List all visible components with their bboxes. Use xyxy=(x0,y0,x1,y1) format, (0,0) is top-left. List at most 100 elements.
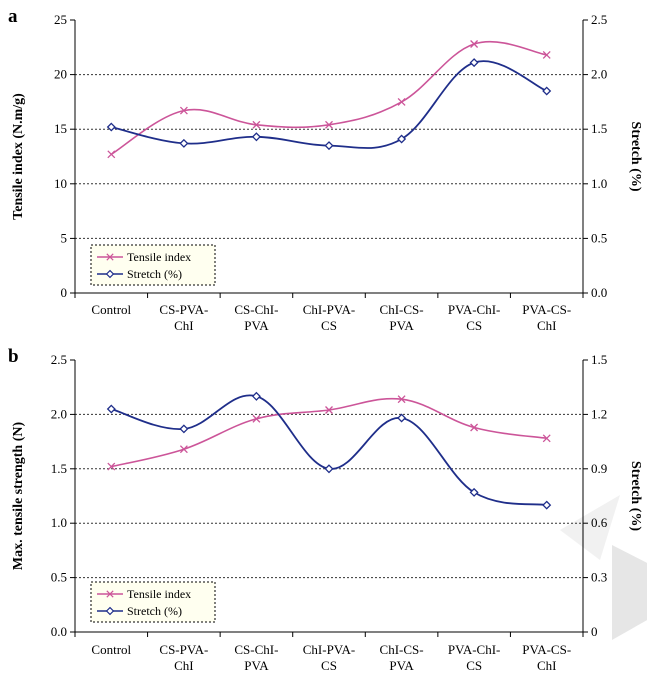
data-point-diamond-marker xyxy=(251,132,261,142)
y-tick-label-left: 1.5 xyxy=(51,461,67,476)
legend-box xyxy=(90,581,216,623)
data-point-diamond-marker xyxy=(106,122,116,132)
series-line-primary xyxy=(110,40,547,155)
marker-stroke xyxy=(542,434,551,443)
data-point-diamond-marker xyxy=(179,138,189,148)
data-point-x-marker xyxy=(397,395,406,404)
chart-panel-a: a 0 5 10 15 20 25 0.0 0.5 1.0 1.5 2.0 2.5 Control CS-P… xyxy=(8,6,643,333)
y-tick-label-left: 2.0 xyxy=(51,406,67,421)
y-tick-label-right: 1.2 xyxy=(591,406,607,421)
x-tick-label: ChI-PVA- xyxy=(303,642,356,657)
y-tick-label-right: 0.5 xyxy=(591,230,607,245)
y-axis-title-left: Max. tensile strength (N) xyxy=(11,422,26,571)
x-tick-label: CS-PVA- xyxy=(159,642,208,657)
marker-stroke xyxy=(470,423,479,432)
legend-marker xyxy=(105,606,115,616)
data-point-x-marker xyxy=(470,423,479,432)
marker-stroke xyxy=(252,414,261,423)
x-tick-label: ChI xyxy=(174,318,194,333)
marker-stroke xyxy=(470,40,479,48)
data-point-x-marker xyxy=(107,150,116,159)
marker-stroke xyxy=(179,106,188,115)
y-tick-label-left: 5 xyxy=(61,230,68,245)
legend-marker xyxy=(106,590,114,598)
x-tick-label: PVA-ChI- xyxy=(448,642,501,657)
data-point-diamond-marker xyxy=(251,391,261,401)
data-point-diamond-marker xyxy=(324,141,334,151)
x-tick-label: ChI xyxy=(174,658,194,673)
legend-label: Tensile index xyxy=(127,250,191,264)
legend-marker xyxy=(105,269,115,279)
x-tick-label: PVA xyxy=(244,658,269,673)
data-point-diamond-marker xyxy=(397,134,407,144)
x-tick-label: CS xyxy=(321,318,337,333)
y-tick-label-right: 0 xyxy=(591,624,598,639)
data-point-x-marker xyxy=(325,406,333,414)
x-tick-label: CS xyxy=(466,658,482,673)
x-tick-label: CS xyxy=(466,318,482,333)
y-tick-label-right: 0.6 xyxy=(591,515,608,530)
x-tick-label: PVA xyxy=(244,318,269,333)
series-line-stretch xyxy=(111,394,547,506)
watermark xyxy=(560,495,647,640)
x-tick-label: CS-ChI- xyxy=(234,642,278,657)
chart-panel-b: b 0.0 0.5 1.0 1.5 2.0 2.5 0 0.3 0.6 0.9 1.2 1.5 Contr… xyxy=(8,346,643,673)
data-point-x-marker xyxy=(252,120,261,129)
marker-stroke xyxy=(542,50,551,59)
marker-stroke xyxy=(179,445,188,454)
x-tick-label: Control xyxy=(91,642,131,657)
y-tick-label-right: 1.0 xyxy=(591,176,607,191)
y-tick-label-right: 0.3 xyxy=(591,570,607,585)
y-tick-label-left: 2.5 xyxy=(51,352,67,367)
y-axis-title-right: Stretch (%) xyxy=(628,461,643,531)
x-tick-label: PVA-CS- xyxy=(522,302,571,317)
data-point-x-marker xyxy=(107,462,116,471)
data-point-diamond-marker xyxy=(542,500,552,510)
legend-label: Tensile index xyxy=(127,587,191,601)
data-point-diamond-marker xyxy=(179,424,189,434)
data-point-x-marker xyxy=(325,120,333,129)
watermark-arrow xyxy=(560,495,620,560)
marker-stroke xyxy=(325,406,333,414)
y-axis-title-right: Stretch (%) xyxy=(628,121,643,191)
x-tick-label: PVA-ChI- xyxy=(448,302,501,317)
watermark-triangle xyxy=(612,545,647,640)
y-tick-label-right: 2.0 xyxy=(591,67,607,82)
x-tick-label: Control xyxy=(91,302,131,317)
x-tick-label: CS-ChI- xyxy=(234,302,278,317)
data-point-diamond-marker xyxy=(324,464,334,474)
x-tick-label: CS xyxy=(321,658,337,673)
data-point-x-marker xyxy=(397,97,406,106)
x-tick-label: ChI xyxy=(537,658,557,673)
legend: Tensile index Stretch (%) xyxy=(90,581,216,623)
y-tick-label-right: 0.0 xyxy=(591,285,607,300)
marker-stroke xyxy=(325,120,333,129)
y-axis-title-left: Tensile index (N.m/g) xyxy=(11,93,26,220)
data-point-x-marker xyxy=(252,414,261,423)
data-point-x-marker xyxy=(542,50,551,59)
x-tick-label: ChI-CS- xyxy=(380,642,424,657)
marker-stroke xyxy=(107,150,116,159)
x-tick-label: ChI-CS- xyxy=(380,302,424,317)
data-point-diamond-marker xyxy=(397,413,407,423)
y-tick-label-left: 0.5 xyxy=(51,570,67,585)
x-tick-label: PVA xyxy=(389,658,414,673)
panel-label: a xyxy=(8,6,18,27)
marker-stroke xyxy=(397,97,406,106)
x-tick-label: ChI xyxy=(537,318,557,333)
legend-marker xyxy=(106,253,114,261)
series-line-primary xyxy=(111,397,547,468)
data-point-x-marker xyxy=(542,434,551,443)
y-tick-label-right: 1.5 xyxy=(591,121,607,136)
y-tick-label-right: 2.5 xyxy=(591,12,607,27)
y-tick-label-left: 20 xyxy=(54,67,67,82)
x-tick-label: PVA xyxy=(389,318,414,333)
y-tick-label-right: 1.5 xyxy=(591,352,607,367)
data-point-x-marker xyxy=(470,40,479,48)
x-tick-label: CS-PVA- xyxy=(159,302,208,317)
x-tick-label: PVA-CS- xyxy=(522,642,571,657)
y-tick-label-left: 10 xyxy=(54,176,67,191)
legend: Tensile index Stretch (%) xyxy=(90,244,216,286)
y-tick-label-left: 0.0 xyxy=(51,624,67,639)
